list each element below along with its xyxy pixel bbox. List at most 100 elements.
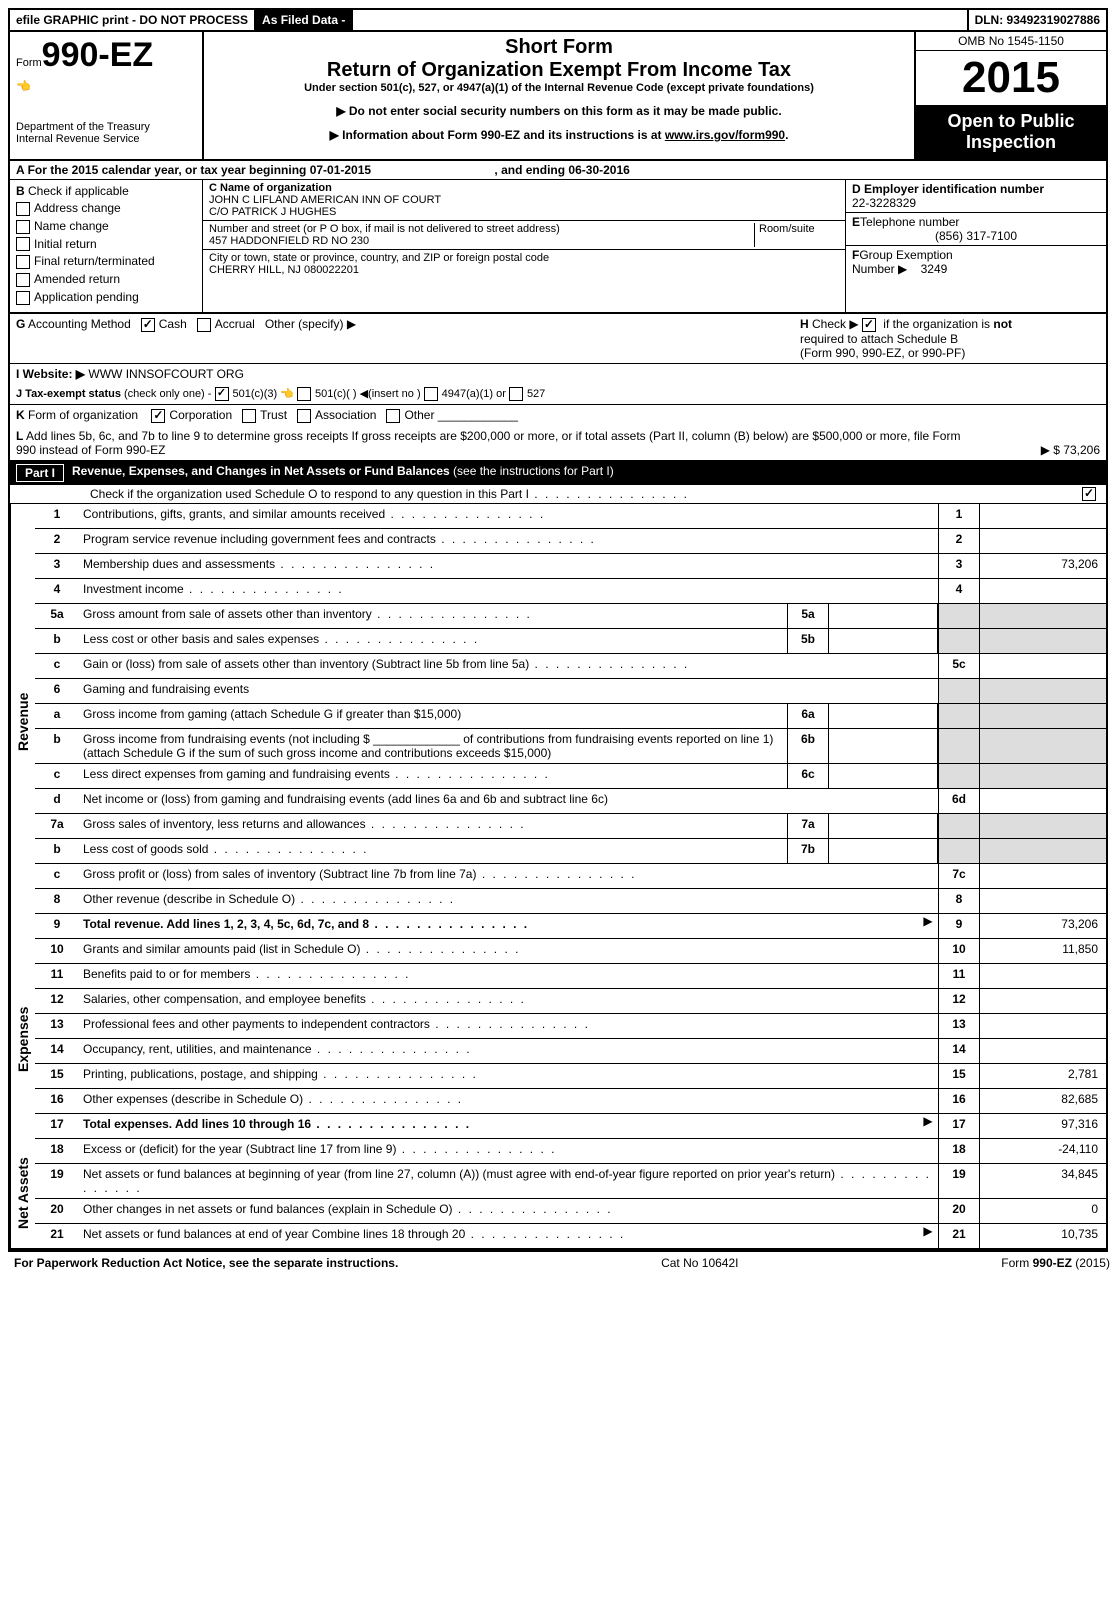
footer-left: For Paperwork Reduction Act Notice, see … bbox=[14, 1256, 398, 1270]
footer-right: Form 990-EZ (2015) bbox=[1001, 1256, 1110, 1270]
section-c: C Name of organization JOHN C LIFLAND AM… bbox=[203, 180, 846, 312]
section-bcdef: B Check if applicable Address change Nam… bbox=[10, 180, 1106, 314]
section-b-heading: Check if applicable bbox=[28, 184, 129, 198]
part-1-check-text: Check if the organization used Schedule … bbox=[90, 487, 689, 501]
cb-schedule-o[interactable]: ✓ bbox=[1082, 487, 1096, 501]
cb-trust[interactable] bbox=[242, 409, 256, 423]
section-def: D Employer identification number 22-3228… bbox=[846, 180, 1106, 312]
tax-year: 2015 bbox=[916, 51, 1106, 105]
line-3: 3 Membership dues and assessments 3 73,2… bbox=[35, 554, 1106, 579]
line-9: 9 Total revenue. Add lines 1, 2, 3, 4, 5… bbox=[35, 914, 1106, 939]
cb-amended-return[interactable] bbox=[16, 273, 30, 287]
lbl-cash: Cash bbox=[159, 317, 187, 331]
line-20: 20 Other changes in net assets or fund b… bbox=[35, 1199, 1106, 1224]
top-bar: efile GRAPHIC print - DO NOT PROCESS As … bbox=[10, 10, 1106, 32]
arrow-icon: ▶ bbox=[918, 1224, 938, 1248]
form-title: Return of Organization Exempt From Incom… bbox=[212, 59, 906, 82]
city-value: CHERRY HILL, NJ 080022201 bbox=[209, 264, 359, 276]
line-5c: c Gain or (loss) from sale of assets oth… bbox=[35, 654, 1106, 679]
revenue-label: Revenue bbox=[10, 504, 35, 939]
header-center: Short Form Return of Organization Exempt… bbox=[204, 32, 914, 159]
note-info: ▶ Information about Form 990-EZ and its … bbox=[212, 128, 906, 142]
netassets-label: Net Assets bbox=[10, 1139, 35, 1248]
org-name-1: JOHN C LIFLAND AMERICAN INN OF COURT bbox=[209, 194, 839, 206]
arrow-icon: ▶ bbox=[918, 914, 938, 938]
lbl-trust: Trust bbox=[260, 408, 287, 422]
line-j: J Tax-exempt status (check only one) - ✓… bbox=[10, 384, 1106, 405]
cb-501c3[interactable]: ✓ bbox=[215, 387, 229, 401]
open-inspection: Open to Public Inspection bbox=[916, 105, 1106, 159]
cb-final-return[interactable] bbox=[16, 255, 30, 269]
cb-527[interactable] bbox=[509, 387, 523, 401]
l-amount: ▶ $ 73,206 bbox=[980, 443, 1100, 457]
g-text: Accounting Method bbox=[28, 317, 131, 331]
lbl-amended-return: Amended return bbox=[34, 272, 120, 286]
cb-name-change[interactable] bbox=[16, 220, 30, 234]
lbl-association: Association bbox=[315, 408, 376, 422]
city-label: City or town, state or province, country… bbox=[209, 252, 549, 264]
lbl-name-change: Name change bbox=[34, 219, 109, 233]
netassets-section: Net Assets 18 Excess or (deficit) for th… bbox=[10, 1139, 1106, 1250]
lbl-527: 527 bbox=[527, 388, 545, 400]
cb-4947[interactable] bbox=[424, 387, 438, 401]
section-a-label: A bbox=[16, 163, 24, 177]
line-21: 21 Net assets or fund balances at end of… bbox=[35, 1224, 1106, 1248]
cb-application-pending[interactable] bbox=[16, 291, 30, 305]
cb-association[interactable] bbox=[297, 409, 311, 423]
cb-corporation[interactable]: ✓ bbox=[151, 409, 165, 423]
cb-cash[interactable]: ✓ bbox=[141, 318, 155, 332]
part-1-num: Part I bbox=[16, 464, 64, 482]
lbl-501c: 501(c)( ) ◀(insert no ) bbox=[315, 388, 421, 400]
line-6: 6 Gaming and fundraising events bbox=[35, 679, 1106, 704]
h-text3: required to attach Schedule B bbox=[800, 332, 958, 346]
lbl-application-pending: Application pending bbox=[34, 290, 139, 304]
ein-value: 22-3228329 bbox=[852, 196, 1100, 210]
cb-schedule-b[interactable]: ✓ bbox=[862, 318, 876, 332]
line-17: 17 Total expenses. Add lines 10 through … bbox=[35, 1114, 1106, 1139]
lbl-501c3: 501(c)(3) bbox=[233, 388, 278, 400]
omb-number: OMB No 1545-1150 bbox=[916, 32, 1106, 51]
lbl-other: Other (specify) ▶ bbox=[265, 317, 356, 331]
efile-label: efile GRAPHIC print - DO NOT PROCESS bbox=[10, 10, 256, 30]
line-11: 11 Benefits paid to or for members 11 bbox=[35, 964, 1106, 989]
page-footer: For Paperwork Reduction Act Notice, see … bbox=[8, 1252, 1112, 1274]
cb-initial-return[interactable] bbox=[16, 237, 30, 251]
line-14: 14 Occupancy, rent, utilities, and maint… bbox=[35, 1039, 1106, 1064]
lbl-final-return: Final return/terminated bbox=[34, 254, 155, 268]
l-text: Add lines 5b, 6c, and 7b to line 9 to de… bbox=[16, 429, 960, 457]
cb-accrual[interactable] bbox=[197, 318, 211, 332]
line-8: 8 Other revenue (describe in Schedule O)… bbox=[35, 889, 1106, 914]
line-k: K Form of organization ✓Corporation Trus… bbox=[10, 405, 1106, 426]
line-7b: b Less cost of goods sold 7b bbox=[35, 839, 1106, 864]
line-19: 19 Net assets or fund balances at beginn… bbox=[35, 1164, 1106, 1199]
expenses-label: Expenses bbox=[10, 939, 35, 1139]
revenue-section: Revenue 1 Contributions, gifts, grants, … bbox=[10, 504, 1106, 939]
org-name-2: C/O PATRICK J HUGHES bbox=[209, 206, 839, 218]
line-5b: b Less cost or other basis and sales exp… bbox=[35, 629, 1106, 654]
irs-link[interactable]: www.irs.gov/form990 bbox=[665, 128, 785, 142]
j-label: J Tax-exempt status bbox=[16, 388, 121, 400]
cb-address-change[interactable] bbox=[16, 202, 30, 216]
header-left: Form990-EZ 👈 Department of the Treasury … bbox=[10, 32, 204, 159]
line-12: 12 Salaries, other compensation, and emp… bbox=[35, 989, 1106, 1014]
cb-501c[interactable] bbox=[297, 387, 311, 401]
form-number: 990-EZ bbox=[42, 36, 154, 74]
line-6b: b Gross income from fundraising events (… bbox=[35, 729, 1106, 764]
lbl-address-change: Address change bbox=[34, 201, 121, 215]
group-label: Group Exemption bbox=[859, 248, 952, 262]
addr-label: Number and street (or P O box, if mail i… bbox=[209, 223, 560, 235]
line-7a: 7a Gross sales of inventory, less return… bbox=[35, 814, 1106, 839]
line-16: 16 Other expenses (describe in Schedule … bbox=[35, 1089, 1106, 1114]
line-7c: c Gross profit or (loss) from sales of i… bbox=[35, 864, 1106, 889]
ein-label: D Employer identification number bbox=[852, 182, 1100, 196]
line-13: 13 Professional fees and other payments … bbox=[35, 1014, 1106, 1039]
g-label: G bbox=[16, 317, 25, 331]
line-15: 15 Printing, publications, postage, and … bbox=[35, 1064, 1106, 1089]
form-990ez: efile GRAPHIC print - DO NOT PROCESS As … bbox=[8, 8, 1108, 1252]
lbl-corporation: Corporation bbox=[169, 408, 232, 422]
org-name-label: C Name of organization bbox=[209, 182, 839, 194]
section-a-ending: , and ending 06-30-2016 bbox=[494, 163, 629, 177]
cb-other-org[interactable] bbox=[386, 409, 400, 423]
lbl-initial-return: Initial return bbox=[34, 237, 97, 251]
h-text2: if the organization is bbox=[883, 317, 990, 331]
